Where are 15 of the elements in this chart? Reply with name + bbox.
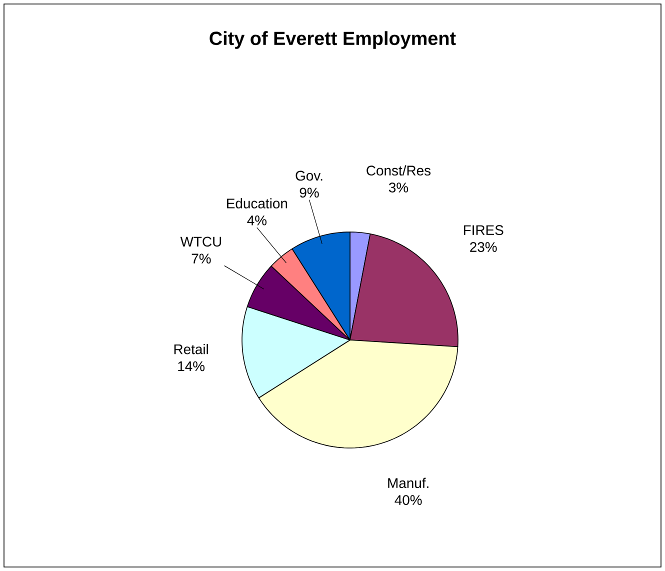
data-label: 40% bbox=[394, 495, 422, 505]
slice-label: FIRES bbox=[464, 225, 504, 236]
slice-label: Retail bbox=[174, 344, 208, 354]
slice-label: WTCU bbox=[180, 236, 222, 247]
data-label: 14% bbox=[178, 361, 205, 372]
slice-label: Gov. bbox=[296, 170, 322, 181]
data-label: 7% bbox=[192, 254, 211, 264]
chart-title: City of Everett Employment bbox=[210, 31, 456, 49]
slice-label: Manuf. bbox=[388, 478, 428, 488]
data-label: 9% bbox=[300, 188, 319, 198]
slice-label: Const/Res bbox=[366, 165, 431, 176]
slice-label: Education bbox=[227, 198, 288, 208]
data-label: 4% bbox=[247, 216, 267, 226]
data-label: 3% bbox=[388, 182, 408, 192]
data-label: 23% bbox=[470, 242, 497, 252]
